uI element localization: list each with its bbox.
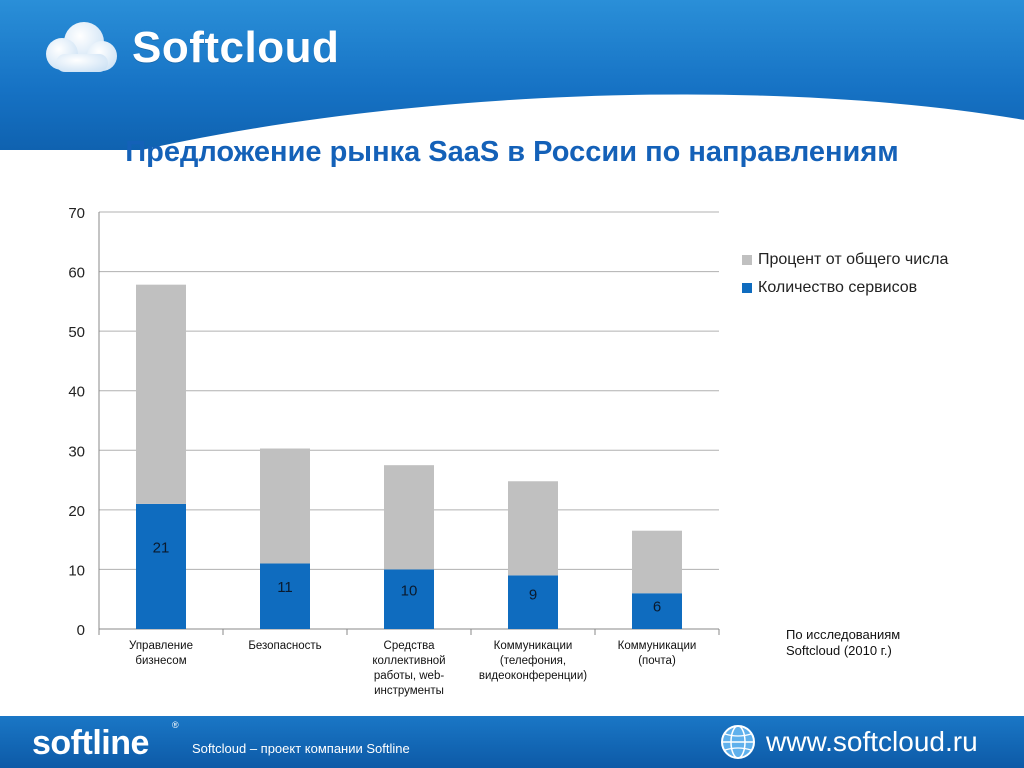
x-category-label: бизнесом — [135, 655, 186, 667]
x-category-label: коллективной — [372, 655, 445, 667]
data-label: 11 — [277, 579, 293, 596]
y-tick-label: 70 — [68, 205, 85, 222]
stacked-bar-chart: 0 10 20 30 40 50 60 70 21 Управление бизнесом 11 Без… — [68, 205, 720, 697]
x-category-label: (телефония, — [500, 655, 566, 667]
footer-caption: Softcloud – проект компании Softline — [192, 741, 410, 756]
legend-label-percent: Процент от общего числа — [758, 251, 949, 268]
y-tick-label: 20 — [68, 503, 85, 520]
y-tick-label: 30 — [68, 443, 85, 460]
legend-item-count: Количество сервисов — [742, 274, 948, 302]
source-note-line1: По исследованиям — [786, 627, 901, 642]
data-label: 9 — [529, 587, 537, 604]
x-category-label: Коммуникации — [494, 640, 573, 652]
x-category-label: Управление — [129, 640, 193, 652]
bar-count — [260, 563, 310, 629]
globe-icon[interactable] — [720, 724, 756, 760]
header-band: Softcloud — [0, 0, 1024, 150]
legend-swatch-count — [742, 283, 752, 293]
softcloud-logo: Softcloud — [40, 18, 339, 78]
logo-text: Softcloud — [132, 23, 340, 72]
x-category-label: работы, web- — [374, 670, 445, 682]
bar-count — [136, 503, 186, 629]
data-label: 21 — [153, 539, 170, 556]
bar-count — [632, 593, 682, 629]
bar-percent — [136, 284, 186, 504]
softline-logo: softline — [32, 724, 149, 762]
y-tick-label: 40 — [68, 384, 85, 401]
bar-count — [508, 575, 558, 629]
x-category-label: видеоконференции) — [479, 670, 587, 682]
legend-item-percent: Процент от общего числа — [742, 246, 948, 274]
x-category-label: Коммуникации — [618, 640, 697, 652]
registered-mark: ® — [172, 720, 179, 730]
y-tick-label: 10 — [68, 562, 85, 579]
legend-label-count: Количество сервисов — [758, 279, 918, 296]
bar-percent — [508, 481, 558, 576]
x-category-label: Безопасность — [248, 640, 321, 652]
chart-legend: Процент от общего числа Количество серви… — [742, 246, 948, 302]
x-category-label: (почта) — [638, 655, 676, 667]
bar-count — [384, 569, 434, 629]
bar-percent — [384, 465, 434, 570]
x-category-label: Средства — [384, 640, 436, 652]
y-tick-label: 60 — [68, 265, 85, 282]
bar-percent — [632, 530, 682, 594]
x-category-label: инструменты — [374, 685, 444, 697]
data-label: 10 — [401, 583, 418, 600]
legend-swatch-percent — [742, 255, 752, 265]
footer-band: softline ® Softcloud – проект компании S… — [0, 716, 1024, 768]
data-label: 6 — [653, 598, 661, 615]
bar-percent — [260, 448, 310, 564]
source-note-line2: Softcloud (2010 г.) — [786, 643, 892, 658]
y-tick-label: 50 — [68, 324, 85, 341]
website-link[interactable]: www.softcloud.ru — [766, 726, 978, 757]
source-note: По исследованиям Softcloud (2010 г.) — [786, 627, 966, 659]
slide-title: Предложение рынка SaaS в России по напра… — [125, 136, 899, 168]
y-tick-label: 0 — [77, 622, 85, 639]
cloud-icon — [46, 22, 117, 72]
